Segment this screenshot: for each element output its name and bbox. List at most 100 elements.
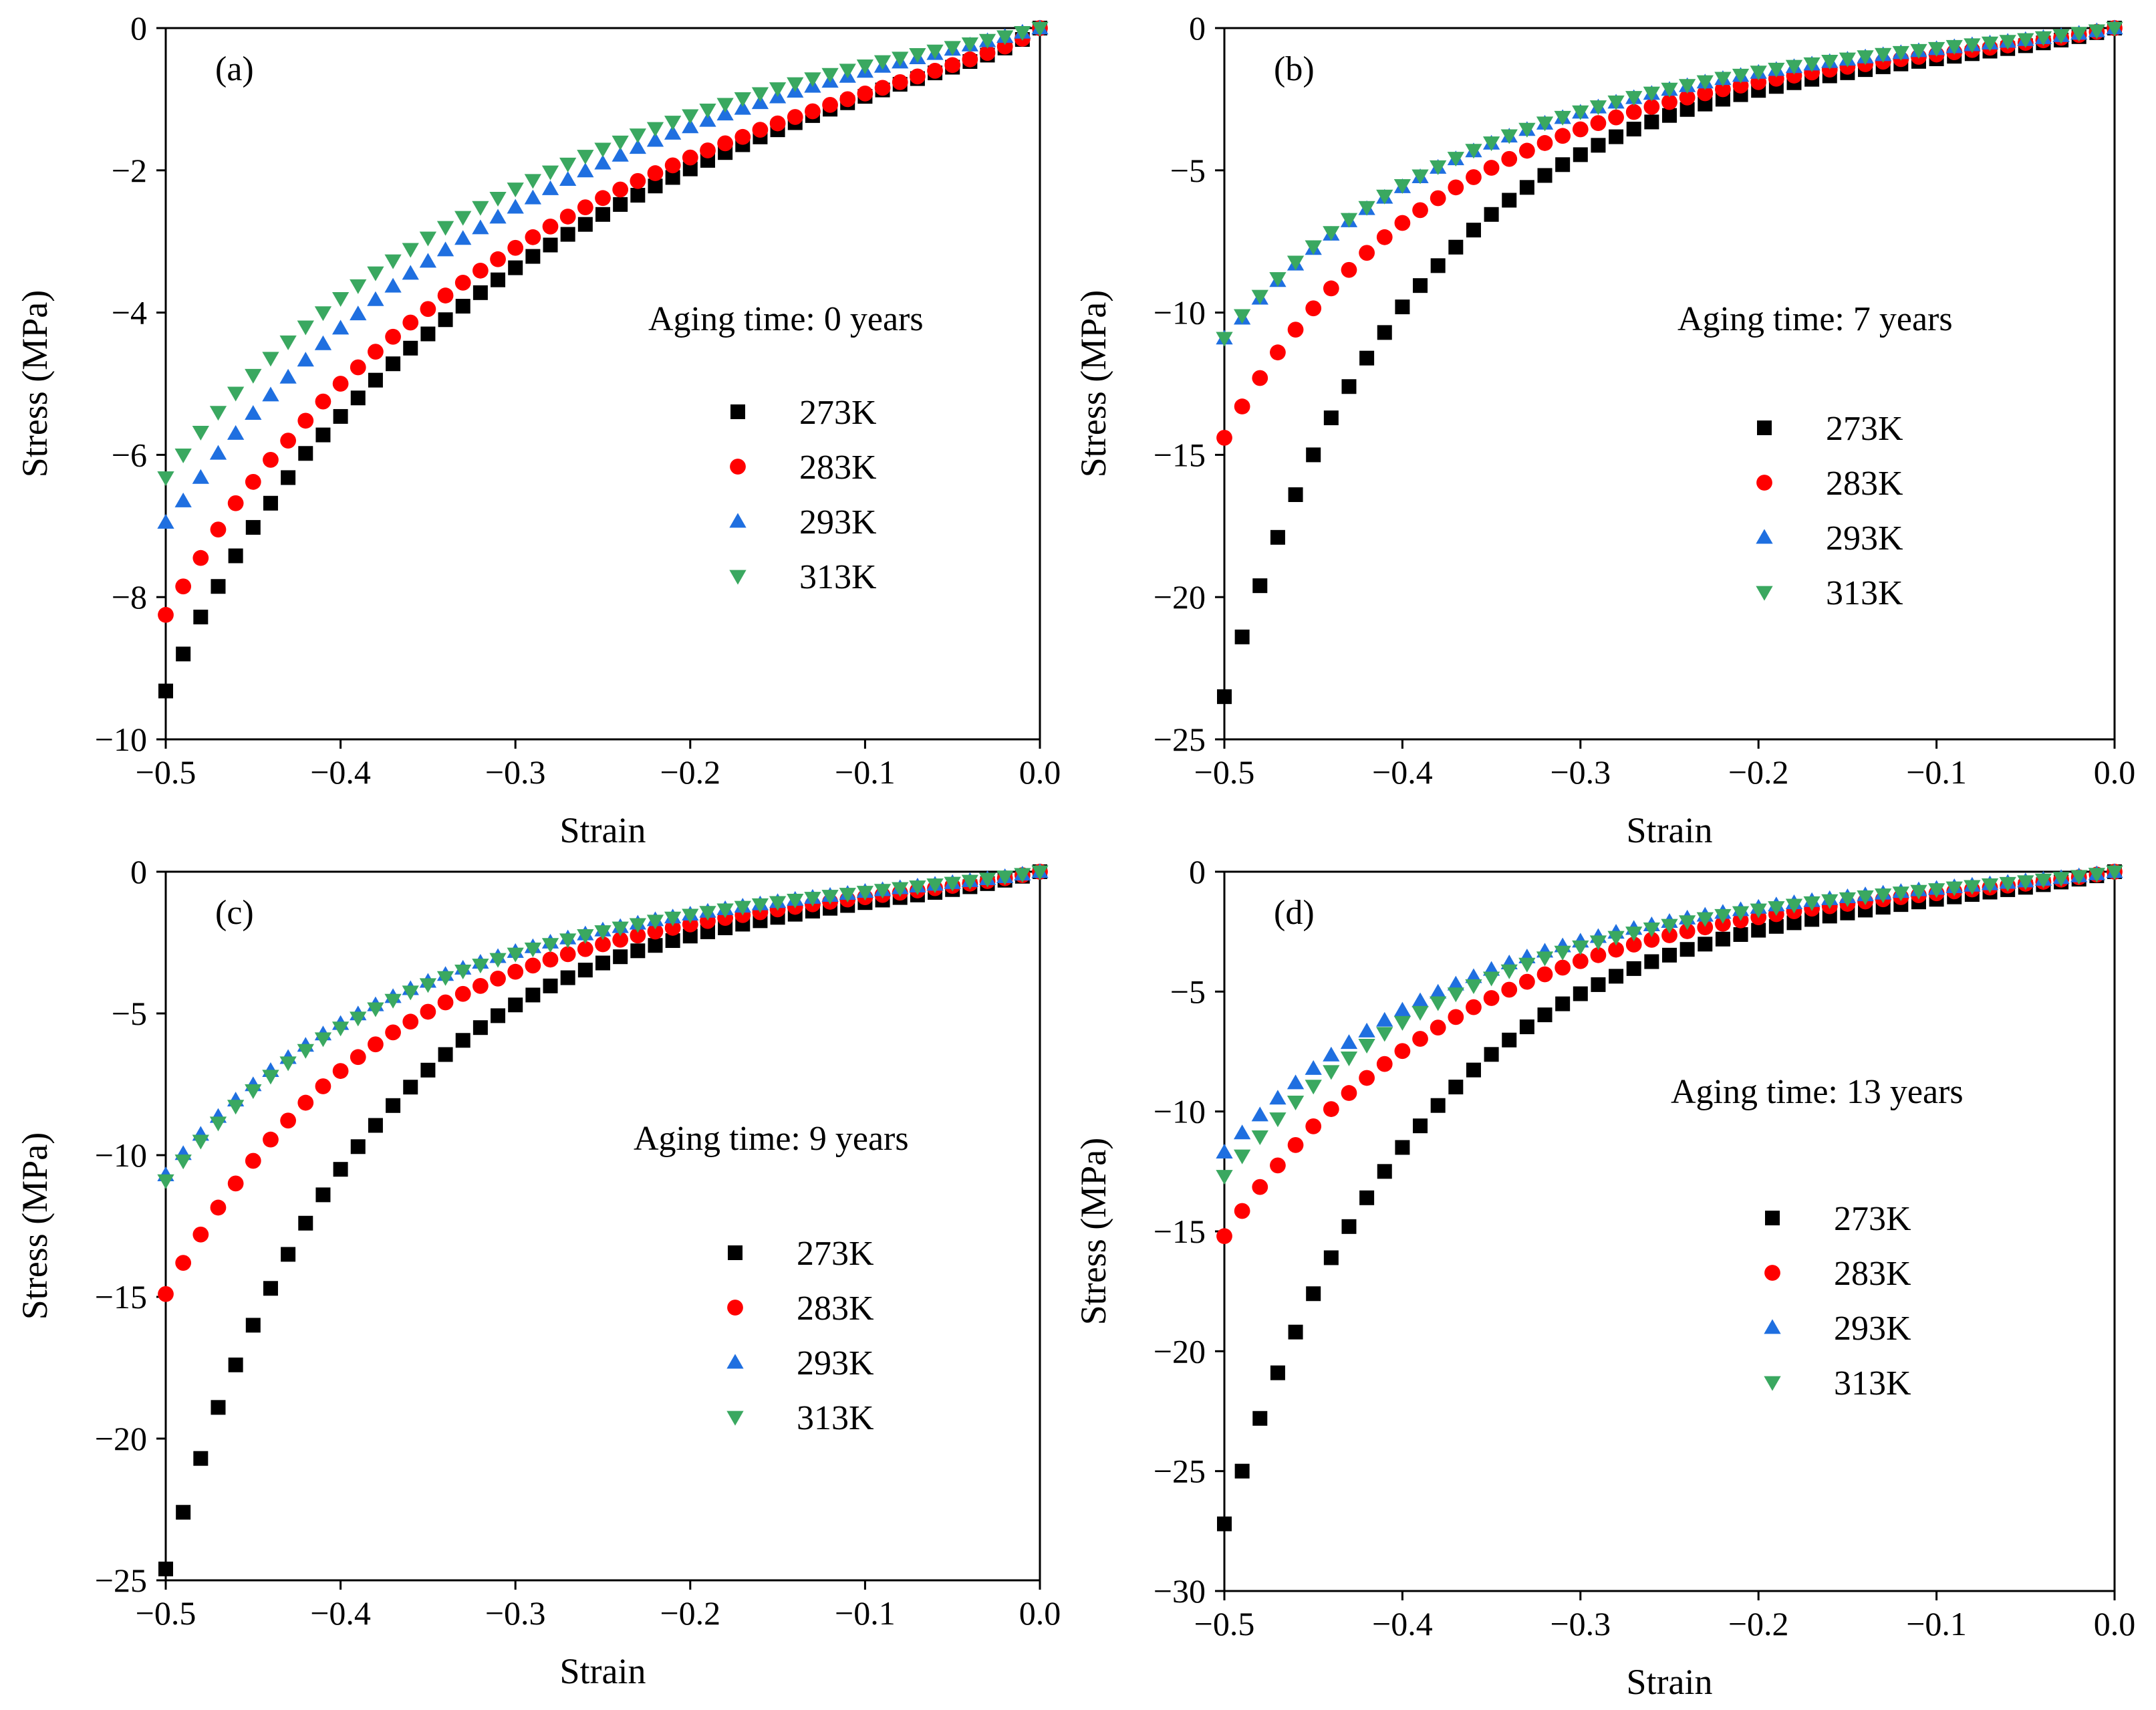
data-point	[350, 279, 367, 294]
legend-marker	[1756, 586, 1773, 601]
data-point	[1287, 1137, 1304, 1153]
data-point	[1644, 114, 1659, 130]
data-point	[910, 68, 926, 85]
data-point	[1341, 1219, 1357, 1234]
data-point	[857, 86, 873, 102]
data-point	[1377, 325, 1392, 340]
data-point	[385, 1024, 401, 1041]
y-tick-label: −6	[112, 436, 147, 473]
data-point	[1217, 689, 1232, 705]
data-point	[892, 51, 909, 67]
data-point	[612, 146, 629, 162]
data-point	[1875, 47, 1892, 63]
data-point	[1608, 109, 1624, 126]
aging-time-annotation: Aging time: 0 years	[648, 300, 924, 338]
data-point	[559, 946, 576, 963]
data-point	[646, 122, 664, 137]
data-point	[1607, 931, 1625, 946]
data-point	[1323, 1046, 1340, 1062]
x-axis-label: Strain	[560, 810, 646, 850]
data-point	[350, 390, 366, 406]
data-point	[1804, 912, 1820, 927]
data-point	[1394, 1043, 1411, 1060]
data-point	[1448, 239, 1464, 255]
data-point	[419, 253, 437, 268]
data-point	[1447, 975, 1464, 991]
x-tick-label: −0.5	[136, 1594, 196, 1632]
series-273K	[1217, 864, 2122, 1532]
legend-label: 283K	[799, 449, 877, 487]
legend-marker	[1757, 420, 1772, 435]
data-point	[577, 941, 593, 957]
data-point	[1287, 255, 1305, 271]
data-point	[1413, 1118, 1428, 1134]
data-point	[1323, 410, 1339, 426]
data-point	[262, 386, 279, 402]
data-point	[368, 1036, 384, 1053]
data-point	[613, 949, 628, 965]
data-point	[1323, 226, 1340, 241]
data-point	[1697, 85, 1714, 102]
data-point	[1519, 142, 1535, 159]
data-point	[2106, 865, 2123, 880]
data-point	[839, 91, 856, 108]
data-point	[577, 963, 593, 978]
data-point	[1678, 79, 1696, 94]
data-point	[176, 646, 191, 662]
data-point	[350, 1011, 367, 1027]
data-point	[1287, 1095, 1305, 1110]
data-point	[909, 48, 926, 64]
data-point	[577, 162, 594, 178]
data-point	[839, 888, 856, 903]
data-point	[630, 943, 646, 959]
y-tick-label: 0	[130, 9, 147, 47]
data-point	[1234, 398, 1250, 414]
data-point	[646, 132, 664, 147]
data-point	[926, 44, 944, 59]
series-313K	[1216, 865, 2123, 1185]
data-point	[420, 1003, 436, 1020]
data-point	[1661, 927, 1677, 943]
data-point	[437, 287, 454, 303]
panel-d: −0.5 −0.4 −0.3 −0.2 −0.1 0.0 0 −5 −10 −15 −20 −25 −3…	[1073, 853, 2135, 1702]
data-point	[209, 406, 227, 421]
data-point	[1662, 108, 1677, 123]
data-point	[314, 1032, 332, 1048]
data-point	[1537, 168, 1553, 183]
data-point	[402, 265, 419, 280]
legend-label: 313K	[1834, 1364, 1911, 1402]
data-point	[873, 55, 892, 70]
data-point	[1288, 487, 1303, 502]
data-point	[508, 260, 523, 275]
series-273K	[158, 21, 1047, 699]
data-point	[1536, 116, 1554, 132]
data-point	[1572, 940, 1589, 955]
data-point	[1483, 160, 1500, 176]
data-point	[331, 1021, 350, 1037]
data-point	[1430, 983, 1447, 999]
data-point	[1482, 971, 1500, 987]
data-point	[559, 170, 577, 186]
data-point	[734, 100, 751, 115]
data-point	[436, 971, 454, 986]
legend-label: 293K	[797, 1344, 874, 1382]
data-point	[542, 218, 559, 235]
data-point	[1502, 193, 1517, 208]
data-point	[1395, 1140, 1410, 1155]
data-point	[367, 1002, 384, 1017]
legend-label: 283K	[797, 1290, 874, 1328]
data-point	[1714, 72, 1732, 87]
y-axis-label: Stress (MPa)	[15, 290, 55, 478]
data-point	[281, 1247, 296, 1262]
data-point	[245, 519, 261, 535]
data-point	[176, 1505, 191, 1520]
legend-label: 293K	[799, 503, 877, 541]
data-point	[1359, 1070, 1375, 1086]
data-point	[804, 72, 821, 88]
data-point	[1519, 1019, 1534, 1035]
data-point	[227, 1175, 244, 1192]
data-point	[472, 219, 489, 235]
legend-marker	[726, 1411, 744, 1426]
data-point	[228, 1357, 243, 1372]
x-tick-label: −0.4	[1372, 753, 1433, 791]
